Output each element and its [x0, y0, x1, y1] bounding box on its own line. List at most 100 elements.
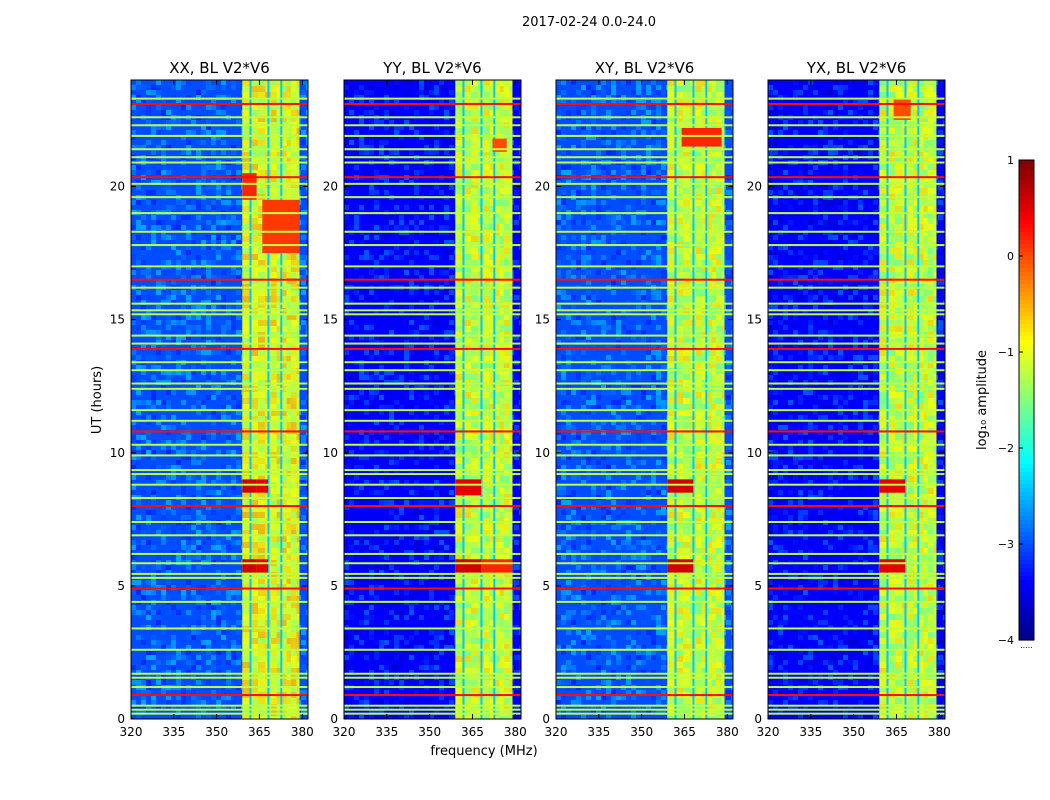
noise-cell	[191, 405, 196, 410]
noise-cell	[379, 335, 384, 340]
noise-cell	[141, 330, 146, 335]
noise-cell	[449, 370, 454, 375]
band-cell	[250, 110, 259, 116]
noise-cell	[409, 125, 414, 130]
noise-cell	[369, 335, 374, 340]
noise-cell	[379, 430, 384, 435]
noise-cell	[369, 490, 374, 495]
noise-cell	[146, 355, 151, 360]
band-cell	[258, 206, 266, 212]
band-cell	[286, 464, 291, 470]
noise-cell	[409, 490, 414, 495]
noise-cell	[211, 505, 216, 510]
noise-cell	[449, 110, 454, 115]
band-cell	[290, 536, 297, 542]
noise-cell	[226, 595, 231, 600]
noise-cell	[369, 325, 374, 330]
noise-cell	[444, 525, 449, 530]
band-cell	[296, 500, 300, 506]
band-cell	[290, 350, 297, 356]
noise-cell	[211, 185, 216, 190]
noise-cell	[409, 380, 414, 385]
noise-cell	[384, 100, 389, 105]
noise-cell	[186, 250, 191, 255]
band-cell	[250, 554, 259, 560]
noise-cell	[404, 130, 409, 135]
band-cell	[282, 554, 287, 560]
noise-cell	[369, 300, 374, 305]
noise-cell	[444, 455, 449, 460]
band-cell	[276, 182, 283, 188]
noise-cell	[226, 215, 231, 220]
noise-cell	[161, 180, 166, 185]
noise-cell	[306, 145, 308, 150]
noise-cell	[231, 480, 236, 485]
noise-cell	[394, 580, 399, 585]
noise-cell	[384, 570, 389, 575]
noise-cell	[449, 125, 454, 130]
band-cell	[258, 134, 266, 140]
band-cell	[270, 416, 277, 422]
noise-cell	[306, 670, 308, 675]
noise-cell	[449, 275, 454, 280]
noise-cell	[176, 390, 181, 395]
band-cell	[270, 554, 277, 560]
band-cell	[258, 434, 266, 440]
noise-cell	[166, 565, 171, 570]
noise-cell	[359, 120, 364, 125]
noise-cell	[444, 150, 449, 155]
noise-cell	[374, 465, 379, 470]
band-cell	[242, 698, 251, 704]
noise-cell	[449, 205, 454, 210]
noise-cell	[449, 450, 454, 455]
noise-cell	[519, 480, 521, 485]
band-cell	[290, 470, 297, 476]
noise-cell	[414, 540, 419, 545]
noise-cell	[364, 455, 369, 460]
noise-cell	[151, 330, 156, 335]
band-cell	[276, 596, 283, 602]
band-cell	[296, 602, 300, 608]
band-cell	[250, 170, 259, 176]
band-cell	[242, 92, 251, 98]
noise-cell	[374, 340, 379, 345]
noise-cell	[394, 80, 399, 85]
noise-cell	[166, 320, 171, 325]
band-cell	[250, 392, 259, 398]
noise-cell	[394, 400, 399, 405]
noise-cell	[394, 425, 399, 430]
band-cell	[282, 182, 287, 188]
noise-cell	[151, 610, 156, 615]
noise-cell	[131, 255, 136, 260]
band-cell	[276, 404, 283, 410]
band-cell	[276, 632, 283, 638]
noise-cell	[449, 320, 454, 325]
noise-cell	[166, 100, 171, 105]
noise-cell	[161, 540, 166, 545]
band-cell	[258, 392, 266, 398]
noise-cell	[151, 385, 156, 390]
noise-cell	[201, 140, 206, 145]
noise-cell	[444, 140, 449, 145]
band-cell	[258, 224, 266, 230]
noise-cell	[439, 205, 444, 210]
noise-cell	[424, 205, 429, 210]
noise-cell	[389, 455, 394, 460]
noise-cell	[156, 130, 161, 135]
noise-cell	[171, 140, 176, 145]
noise-cell	[344, 580, 349, 585]
noise-cell	[176, 220, 181, 225]
noise-cell	[131, 265, 136, 270]
noise-cell	[429, 90, 434, 95]
noise-cell	[301, 710, 306, 715]
noise-cell	[429, 305, 434, 310]
noise-cell	[394, 290, 399, 295]
noise-cell	[364, 255, 369, 260]
noise-cell	[419, 395, 424, 400]
band-cell	[258, 608, 266, 614]
band-cell	[250, 230, 259, 236]
noise-cell	[236, 610, 241, 615]
noise-cell	[514, 565, 519, 570]
band-cell	[258, 542, 266, 548]
band-cell	[282, 542, 287, 548]
